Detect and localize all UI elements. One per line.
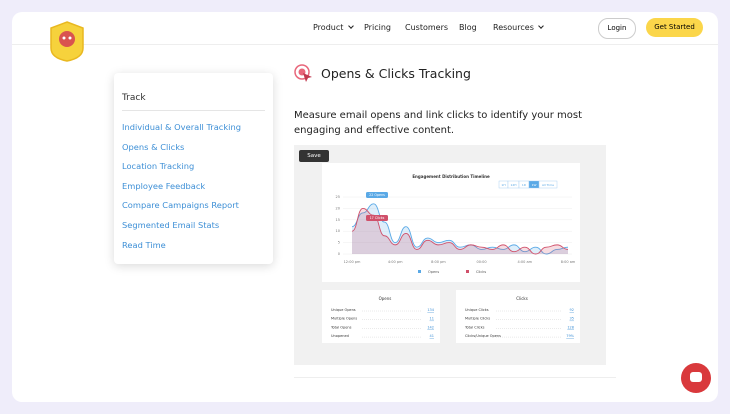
sidebar-link[interactable]: Read Time	[122, 239, 166, 250]
nav-link[interactable]: Blog	[459, 23, 477, 32]
sidebar-link[interactable]: Opens & Clicks	[122, 141, 185, 152]
sidebar: Track Individual & Overall Tracking Opens…	[114, 73, 273, 264]
section-description: Measure email opens and link clicks to i…	[294, 110, 582, 136]
nav-link[interactable]: Customers	[405, 23, 449, 32]
dropdown-caret	[348, 23, 354, 29]
demo-panel	[294, 145, 606, 365]
sidebar-link[interactable]: Individual & Overall Tracking	[122, 122, 241, 132]
dropdown-caret	[538, 23, 544, 29]
nav-link[interactable]: Product	[313, 23, 344, 32]
divider	[122, 110, 265, 111]
chat-button[interactable]	[681, 363, 711, 393]
section-icon	[294, 64, 312, 82]
sidebar-link[interactable]: Segmented Email Stats	[122, 220, 220, 230]
nav-link[interactable]: Resources	[493, 23, 534, 32]
navbar: Login Get Started Product Pricing Customer…	[12, 12, 718, 62]
site: Login Get Started Product Pricing Customer…	[12, 12, 718, 402]
sidebar-link[interactable]: Employee Feedback	[122, 180, 206, 191]
nav-link[interactable]: Pricing	[364, 23, 391, 32]
divider	[294, 377, 616, 378]
save-button[interactable]: Save	[299, 150, 329, 162]
login-button[interactable]: Login	[598, 18, 636, 39]
sidebar-link[interactable]: Compare Campaigns Report	[122, 200, 239, 211]
sidebar-title: Track	[122, 93, 146, 103]
sidebar-link[interactable]: Location Tracking	[122, 161, 195, 172]
section-title: Opens & Clicks Tracking	[321, 66, 471, 81]
logo[interactable]	[47, 20, 87, 62]
cta-button[interactable]: Get Started	[646, 18, 703, 37]
